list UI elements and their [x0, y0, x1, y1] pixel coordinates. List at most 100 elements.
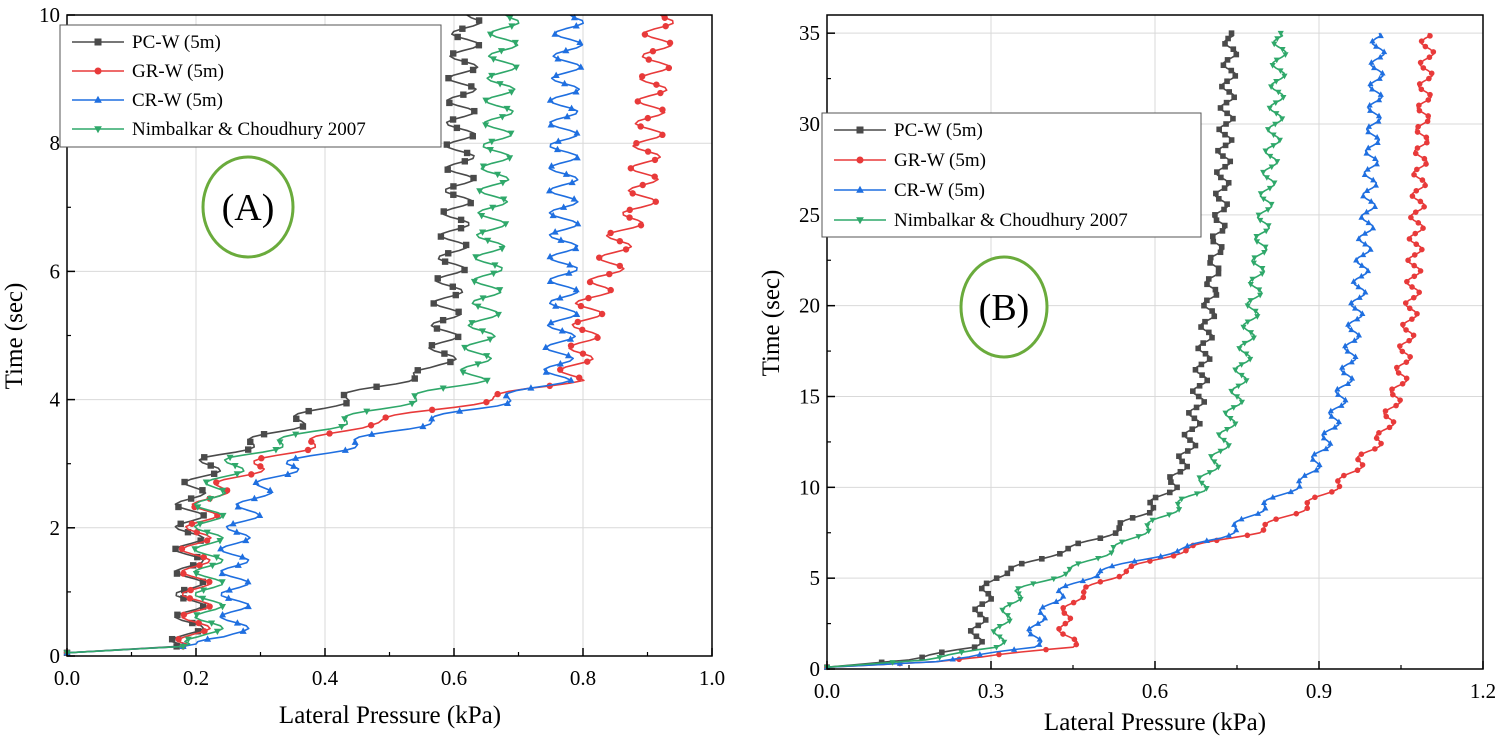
data-point-0-b [1190, 388, 1196, 394]
data-point-3-a [512, 64, 520, 72]
data-point-0-b [1215, 265, 1222, 272]
data-point-3-a [498, 245, 506, 253]
data-point-1-b [1386, 424, 1393, 431]
data-point-0-a [444, 166, 451, 173]
data-point-0-b [1232, 73, 1239, 79]
data-point-3-a [193, 612, 201, 619]
data-point-1-a [483, 398, 490, 406]
legend-label-0-b: PC-W (5m) [894, 120, 983, 141]
data-point-2-a [570, 13, 578, 21]
y-tick-label-b: 10 [799, 475, 820, 499]
series-2-a [63, 13, 585, 656]
data-point-0-b [1206, 329, 1212, 336]
data-point-2-a [547, 162, 556, 169]
data-point-0-b [1226, 89, 1233, 95]
data-point-2-a [242, 536, 250, 544]
data-point-3-b [1276, 137, 1283, 144]
data-point-2-b [1370, 176, 1377, 183]
data-point-1-a [304, 446, 312, 454]
data-point-1-a [201, 628, 208, 635]
data-point-2-a [456, 407, 464, 414]
data-point-3-b [936, 655, 943, 661]
data-point-3-b [1266, 105, 1273, 112]
data-point-2-b [1348, 299, 1355, 306]
data-point-2-b [1301, 472, 1308, 478]
data-point-1-b [1060, 631, 1066, 637]
data-point-1-b [1293, 510, 1300, 517]
data-point-2-b [1369, 37, 1376, 44]
data-point-2-b [1348, 374, 1356, 381]
data-point-0-b [993, 575, 1000, 581]
data-point-1-a [584, 358, 591, 365]
data-point-3-b [1269, 62, 1276, 69]
data-point-1-b [1397, 343, 1403, 349]
data-point-0-b [1204, 377, 1210, 384]
data-point-3-a [486, 31, 494, 39]
data-point-0-a [260, 431, 268, 438]
data-point-0-a [299, 423, 307, 430]
data-point-2-b [1079, 577, 1086, 584]
data-point-1-a [641, 31, 649, 38]
data-point-2-b [1365, 128, 1372, 135]
data-point-3-a [482, 97, 490, 105]
data-point-3-b [1270, 143, 1277, 149]
data-point-0-a [455, 308, 462, 316]
data-point-1-b [1422, 43, 1429, 50]
data-point-3-b [1253, 239, 1261, 245]
data-point-3-b [996, 634, 1003, 641]
data-point-3-b [1110, 545, 1117, 551]
data-point-1-b [1358, 451, 1365, 458]
legend-box-a [59, 24, 442, 148]
data-point-3-a [496, 81, 504, 88]
data-point-2-b [1354, 315, 1361, 322]
data-point-0-b [1230, 115, 1236, 122]
y-tick-label-b: 25 [799, 203, 820, 227]
data-point-3-b [1260, 196, 1267, 203]
data-point-1-a [649, 48, 657, 55]
data-point-0-b [1146, 509, 1153, 516]
data-point-0-a [411, 375, 418, 382]
data-point-0-b [1216, 126, 1222, 133]
data-point-2-b [1348, 326, 1355, 333]
data-point-0-b [1205, 276, 1212, 282]
data-point-0-b [1224, 201, 1230, 207]
data-point-3-a [507, 130, 515, 137]
data-point-3-b [1262, 244, 1269, 251]
data-point-2-a [225, 594, 233, 601]
data-point-3-b [1272, 121, 1279, 128]
data-point-1-a [188, 520, 196, 527]
data-point-2-b [1254, 510, 1262, 516]
data-point-1-a [633, 140, 640, 147]
data-point-2-a [502, 391, 510, 399]
data-point-3-b [1271, 180, 1278, 187]
data-point-3-a [179, 643, 187, 651]
data-point-0-b [1195, 393, 1202, 400]
data-point-1-b [1128, 563, 1135, 570]
legend-label-0-a: PC-W (5m) [132, 32, 221, 53]
data-point-1-b [1422, 182, 1428, 189]
data-point-0-a [440, 208, 447, 215]
data-point-1-b [1408, 214, 1414, 221]
legend-marker-3-b [856, 217, 864, 225]
data-point-2-a [542, 343, 550, 350]
data-point-2-b [1368, 59, 1375, 65]
data-point-2-a [560, 203, 568, 210]
ticks-a: 0.0 0.2 0.4 0.6 0.8 1.0 0 2 4 6 8 10 [39, 3, 725, 690]
data-point-1-b [1383, 413, 1390, 420]
data-point-0-b [1224, 110, 1230, 117]
data-point-0-a [437, 233, 445, 240]
data-point-2-b [1344, 348, 1351, 354]
data-point-2-a [570, 195, 578, 202]
data-point-3-b [1232, 367, 1239, 374]
data-point-0-a [181, 586, 188, 594]
data-point-2-a [341, 446, 349, 453]
data-point-1-b [1397, 397, 1403, 403]
data-point-3-b [1264, 127, 1272, 133]
data-point-2-b [1367, 107, 1374, 113]
data-point-0-b [1192, 366, 1199, 373]
data-point-3-b [1247, 330, 1255, 336]
data-point-0-b [1206, 356, 1213, 362]
data-point-0-a [467, 199, 474, 207]
data-point-2-a [557, 236, 565, 243]
data-point-3-b [1257, 191, 1264, 197]
